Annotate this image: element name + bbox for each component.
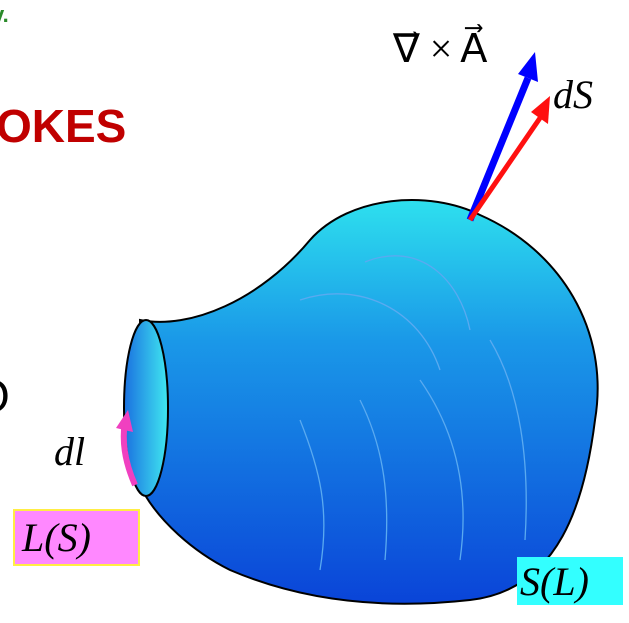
boundary-label: L(S) bbox=[21, 515, 91, 560]
diagram: v. OKES O ∇⃗ × A⃗ dS⃗ dl⃗ L(S) S(L) bbox=[0, 0, 629, 623]
curl-head bbox=[518, 52, 538, 82]
page: v. OKES O ∇⃗ × A⃗ dS⃗ dl⃗ L(S) S(L) (() … bbox=[0, 0, 629, 623]
surface-label: S(L) bbox=[520, 559, 589, 604]
title-fragment: OKES bbox=[0, 100, 126, 152]
curl-label: ∇⃗ × A⃗ bbox=[392, 24, 488, 71]
note-fragment: v. bbox=[0, 2, 9, 27]
surface-element-label: dS⃗ bbox=[553, 72, 624, 117]
text-fragment: O bbox=[0, 370, 10, 422]
line-element-label: dl⃗ bbox=[54, 429, 116, 474]
